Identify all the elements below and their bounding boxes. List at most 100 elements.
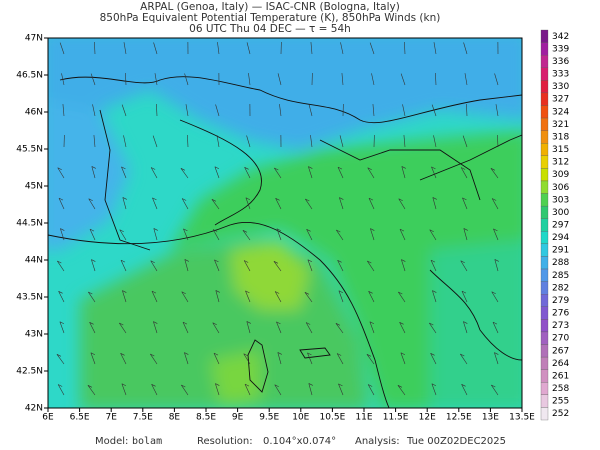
colorbar-swatch: [540, 29, 549, 43]
wind-barb: [273, 261, 282, 272]
wind-barb: [340, 42, 344, 55]
wind-barb: [244, 383, 251, 396]
wind-barb: [151, 384, 158, 396]
wind-barb: [244, 167, 251, 179]
wind-barb: [58, 291, 65, 303]
wind-barb-feather: [338, 290, 344, 293]
wind-barb: [248, 73, 251, 86]
wind-barb: [182, 321, 189, 334]
colorbar-label: 270: [552, 334, 569, 344]
wind-barb: [214, 259, 220, 272]
wind-barb-feather: [308, 166, 313, 169]
lon-tick-label: 9.5E: [259, 413, 279, 423]
wind-barb-feather: [246, 321, 251, 324]
wind-barb-feather: [398, 198, 403, 202]
wind-barb: [466, 103, 468, 117]
wind-barb: [88, 291, 96, 303]
wind-barb: [187, 134, 189, 148]
wind-barb: [432, 197, 437, 210]
lon-tick-label: 8E: [169, 413, 181, 423]
wind-barb-feather: [57, 260, 62, 264]
wind-barb-feather: [57, 167, 62, 171]
wind-barb-feather: [275, 198, 280, 201]
wind-barb-feather: [151, 384, 156, 387]
wind-barb: [181, 384, 189, 396]
wind-barb-feather: [461, 290, 467, 294]
wind-barb: [398, 198, 406, 210]
wind-barb: [404, 41, 406, 55]
lon-tick-label: 13E: [482, 413, 499, 423]
wind-barb: [490, 168, 499, 179]
colorbar-label: 291: [552, 246, 569, 256]
map-field: [48, 38, 522, 408]
wind-barb-feather: [213, 352, 219, 356]
wind-barb-feather: [181, 384, 186, 388]
wind-barb: [462, 135, 468, 148]
wind-barb-feather: [152, 197, 157, 201]
wind-barb-feather: [274, 384, 279, 388]
wind-barb: [61, 73, 65, 86]
colorbar-swatch: [540, 92, 549, 106]
wind-barb-feather: [431, 383, 437, 386]
wind-barb-feather: [367, 260, 372, 264]
wind-barb: [60, 228, 65, 241]
wind-barb-feather: [277, 352, 282, 355]
colorbar-swatch: [540, 294, 549, 307]
lat-tick-label: 43N: [25, 330, 43, 340]
lon-tick-label: 6E: [42, 413, 54, 423]
colorbar-swatch: [540, 42, 549, 56]
colorbar-label: 306: [552, 183, 569, 193]
colorbar-label: 276: [552, 309, 569, 319]
colorbar-label: 321: [552, 120, 569, 130]
wind-barb: [435, 72, 437, 86]
wind-barb: [463, 42, 468, 55]
colorbar-label: 258: [552, 384, 569, 394]
wind-barb-feather: [429, 229, 434, 233]
lon-tick-label: 7.5E: [133, 413, 153, 423]
wind-barb-feather: [211, 199, 217, 202]
wind-barb: [153, 321, 158, 334]
colorbar-label: 297: [552, 221, 569, 231]
wind-barb: [57, 384, 65, 396]
wind-barb: [123, 135, 127, 148]
wind-barb: [461, 290, 468, 303]
lat-tick-label: 43.5N: [16, 293, 43, 303]
wind-barb-feather: [212, 322, 217, 326]
wind-barb: [463, 321, 468, 334]
wind-barb-feather: [304, 292, 310, 295]
wind-barb-feather: [181, 291, 186, 295]
lon-tick-label: 10E: [292, 413, 309, 423]
wind-barb-feather: [151, 290, 157, 294]
wind-barb: [184, 352, 189, 365]
wind-barb: [429, 322, 437, 334]
footer-value: 0.104°x0.074°: [263, 436, 336, 447]
wind-barb: [460, 260, 468, 272]
wind-barb: [153, 228, 158, 241]
colorbar-swatch: [540, 231, 549, 245]
colorbar-label: 336: [552, 57, 569, 67]
wind-barb: [91, 166, 96, 179]
wind-barb-feather: [273, 261, 279, 264]
wind-barb-feather: [184, 259, 189, 262]
wind-barb-feather: [121, 383, 127, 386]
wind-barb-feather: [368, 197, 374, 201]
colorbar-swatch: [540, 180, 549, 194]
wind-barb: [91, 259, 96, 272]
wind-barb: [369, 42, 375, 55]
wind-barb: [337, 260, 344, 272]
wind-barb: [431, 104, 437, 117]
wind-barb-feather: [463, 228, 468, 231]
colorbar-swatch: [540, 193, 549, 207]
wind-barb: [493, 228, 499, 241]
wind-barb: [58, 197, 65, 210]
wind-barb-feather: [370, 228, 375, 231]
colorbar-label: 252: [552, 409, 569, 419]
wind-barb-feather: [494, 259, 499, 262]
wind-barb-feather: [305, 198, 310, 202]
lat-tick-label: 42N: [25, 404, 43, 414]
wind-barb: [184, 73, 189, 86]
wind-barb-feather: [275, 291, 280, 294]
axes: 47N 46.5N 46N 45.5N 45N 44.5N 44N 43.5N 43N 42.5N…: [16, 34, 535, 423]
wind-barb: [122, 290, 127, 303]
wind-barb-feather: [276, 321, 281, 325]
